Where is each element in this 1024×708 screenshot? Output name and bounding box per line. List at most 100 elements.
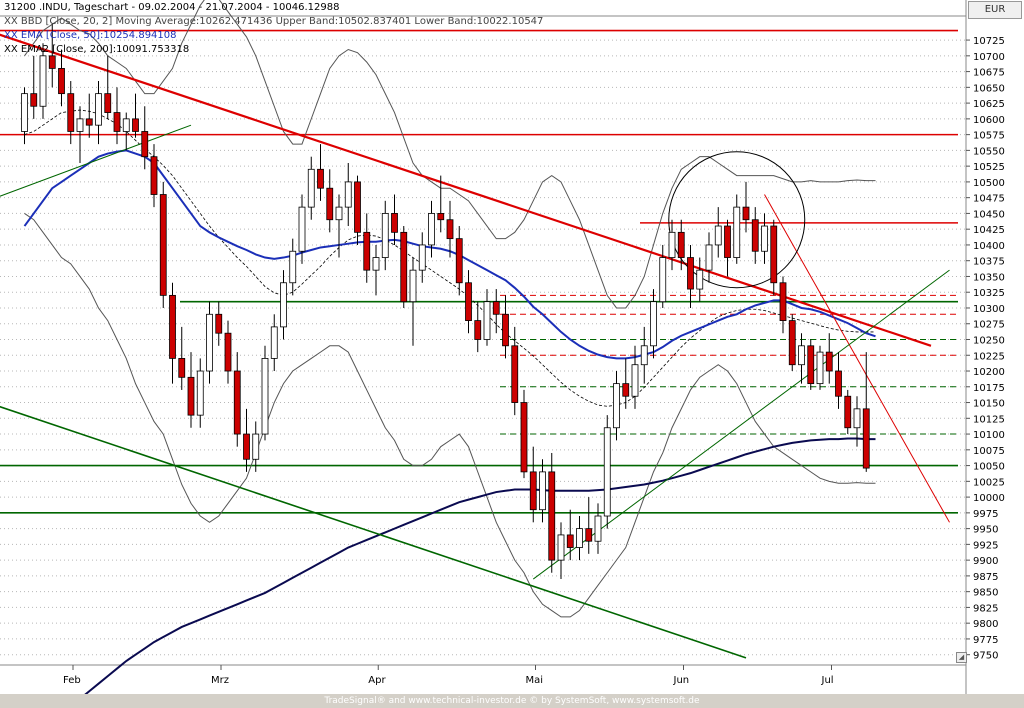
candle-body [159, 194, 167, 296]
candle-body [751, 219, 759, 252]
candle-body [613, 383, 620, 429]
y-tick-label: 9900 [973, 556, 998, 567]
y-axis-panel [966, 0, 1024, 694]
candle-body [446, 219, 454, 240]
y-tick-label: 10200 [973, 367, 1005, 378]
y-tick-label: 10225 [973, 351, 1005, 362]
candle-body [474, 320, 482, 340]
candle-body [862, 408, 870, 469]
y-tick-label: 9975 [973, 509, 998, 520]
candle-body [30, 93, 38, 107]
y-tick-label: 10325 [973, 288, 1005, 299]
candle-body [825, 351, 833, 372]
y-tick-label: 9950 [973, 525, 998, 536]
candle-body [95, 93, 102, 126]
y-tick-label: 10375 [973, 257, 1005, 268]
y-tick-label: 9875 [973, 572, 998, 583]
candle-body [622, 383, 630, 397]
candle-body [566, 534, 574, 548]
y-tick-label: 10350 [973, 272, 1005, 283]
candle-body [21, 93, 28, 132]
candle-body [243, 433, 250, 460]
y-tick-label: 10600 [973, 115, 1005, 126]
y-tick-label: 10475 [973, 194, 1005, 205]
x-tick-label: Mrz [211, 675, 229, 686]
ema200-line [67, 437, 876, 708]
candle-body [307, 168, 315, 208]
candle-body [807, 345, 815, 385]
y-tick-label: 9925 [973, 540, 998, 551]
candle-body [270, 326, 278, 359]
bollinger-legend: XX BBD [Close, 20, 2] Moving Average:102… [4, 16, 544, 27]
x-tick-label: Jul [821, 675, 834, 686]
y-tick-label: 10550 [973, 146, 1005, 157]
candle-body [557, 534, 565, 561]
candle-body [465, 282, 472, 321]
y-tick-label: 10675 [973, 68, 1005, 79]
footer-credit: TradeSignal® and www.technical-investor.… [0, 694, 1024, 708]
candle-body [761, 225, 768, 252]
candle-body [206, 313, 213, 372]
y-tick-label: 10100 [973, 430, 1005, 441]
y-tick-label: 10275 [973, 320, 1005, 331]
candle-body [511, 345, 519, 403]
candle-body [39, 55, 47, 107]
bollinger-lower-line [24, 213, 876, 618]
candle-body [677, 231, 685, 258]
candle-body [48, 55, 56, 69]
candle-body [409, 269, 417, 303]
candle-body [529, 471, 537, 511]
candle-body [113, 112, 121, 132]
candle-body [215, 313, 223, 334]
lower-channel-line [0, 405, 747, 659]
ema50-legend: XX EMA [Close, 50]:10254.894108 [4, 30, 177, 41]
candle-body [492, 301, 500, 315]
y-tick-label: 10175 [973, 383, 1005, 394]
y-tick-label: 10150 [973, 399, 1005, 410]
y-tick-label: 10425 [973, 225, 1005, 236]
uptrend-support-line [532, 269, 950, 580]
y-tick-label: 10400 [973, 241, 1005, 252]
candle-body [372, 257, 380, 271]
candle-body [344, 181, 352, 208]
candle-body [326, 187, 334, 221]
x-tick-label: Mai [526, 675, 544, 686]
candle-body [650, 301, 657, 347]
ema200-legend: XX EMA2 [Close, 200]:10091.753318 [4, 44, 190, 55]
resize-grip-icon[interactable]: ◢ [956, 652, 967, 663]
candle-body [770, 225, 778, 284]
currency-label: EUR [968, 1, 1022, 19]
candle-body [187, 376, 195, 416]
candle-body [104, 93, 112, 113]
candle-body [178, 358, 186, 378]
y-tick-label: 10575 [973, 131, 1005, 142]
candle-body [640, 345, 648, 366]
candle-body [354, 181, 361, 233]
y-tick-label: 10650 [973, 83, 1005, 94]
candle-body [122, 118, 130, 132]
candle-body [455, 238, 463, 284]
y-tick-label: 9800 [973, 619, 998, 630]
candle-body [418, 244, 426, 271]
candle-body [816, 351, 824, 385]
candle-body [391, 213, 398, 233]
candle-body [437, 213, 445, 221]
candle-body [169, 294, 176, 359]
candle-body [835, 370, 842, 397]
candle-body [594, 515, 602, 542]
y-tick-label: 10525 [973, 162, 1005, 173]
chart-title: 31200 .INDU, Tageschart - 09.02.2004 - 2… [4, 2, 340, 13]
candle-body [76, 118, 84, 132]
candle-body [798, 345, 805, 366]
bollinger-middle-line [24, 109, 876, 407]
candle-body [779, 282, 787, 321]
candle-body [58, 68, 65, 95]
y-tick-label: 9775 [973, 635, 998, 646]
y-tick-label: 10725 [973, 36, 1005, 47]
candle-body [363, 231, 371, 271]
early-uptrend-line [0, 124, 192, 197]
x-tick-label: Jun [673, 675, 690, 686]
candle-body [85, 118, 93, 126]
y-tick-label: 10250 [973, 336, 1005, 347]
